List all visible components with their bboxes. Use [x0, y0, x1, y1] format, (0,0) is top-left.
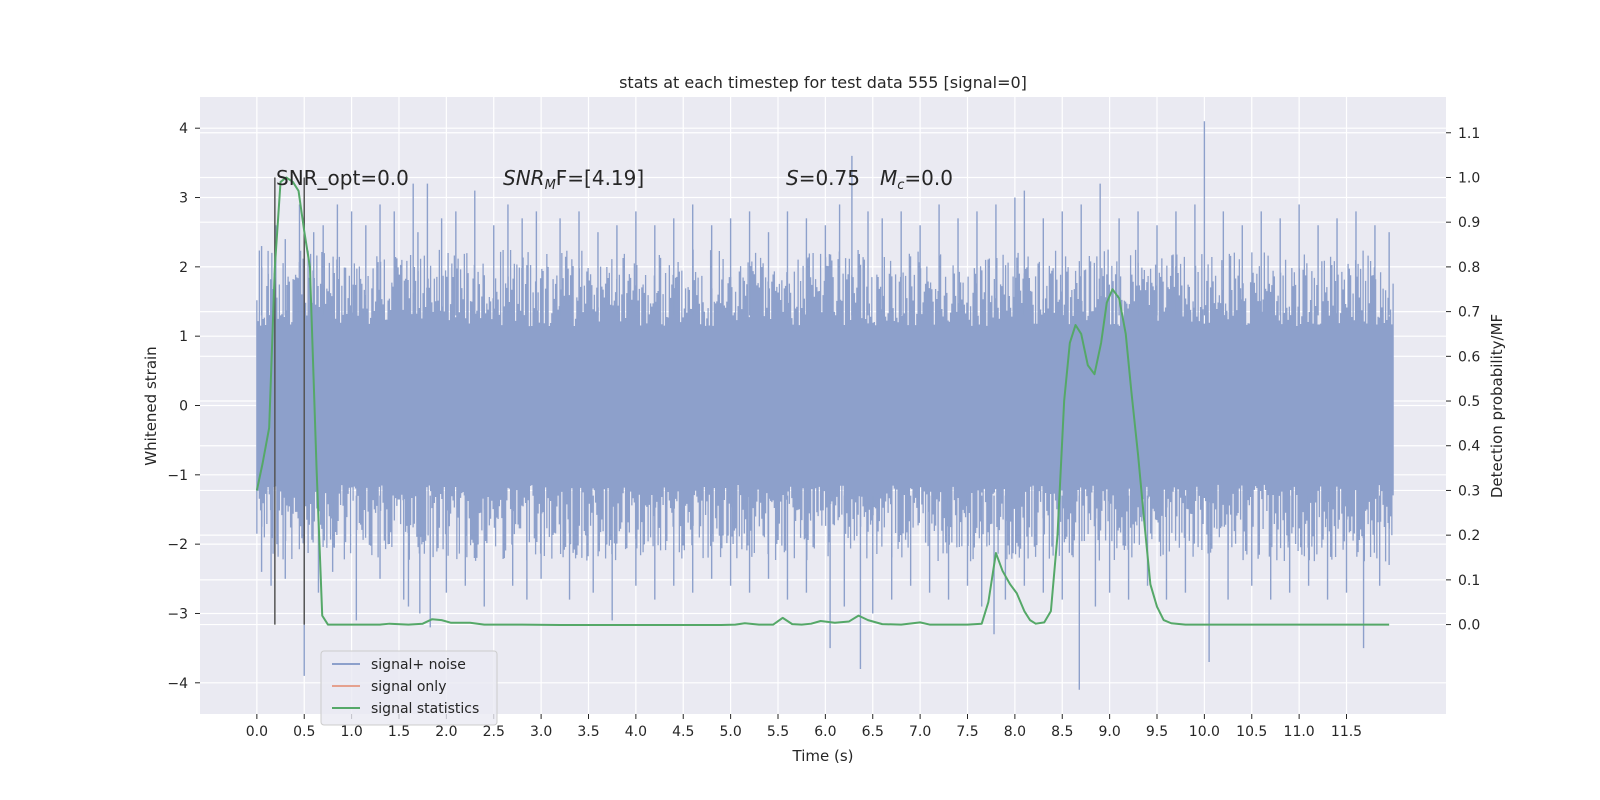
annotation-snr-mf-sub: M — [545, 178, 556, 193]
x-tick-label: 0.0 — [246, 724, 268, 740]
legend-label-signal-only: signal only — [371, 679, 446, 695]
x-tick-label: 4.0 — [625, 724, 647, 740]
legend-label-signal-plus-noise: signal+ noise — [371, 657, 466, 673]
y2-tick-label: 0.6 — [1458, 349, 1480, 365]
y2-tick-label: 0.2 — [1458, 528, 1480, 544]
x-tick-label: 5.0 — [719, 724, 741, 740]
legend: signal+ noise signal only signal statist… — [320, 650, 498, 726]
x-tick-label: 11.5 — [1331, 724, 1362, 740]
annotation-snr-mf: SNRMF=[4.19] — [503, 166, 644, 193]
x-tick-label: 1.5 — [388, 724, 410, 740]
x-tick-label: 9.5 — [1146, 724, 1168, 740]
y-tick-label: 3 — [179, 191, 188, 207]
signal-statistics-line — [255, 176, 1390, 627]
y-tick-label: −1 — [167, 468, 188, 484]
y-axis-ticks: 4 3 2 1 0 −1 −2 −3 −4 — [167, 121, 200, 692]
y2-tick-label: 0.1 — [1458, 573, 1480, 589]
y2-tick-label: 0.4 — [1458, 439, 1480, 455]
x-tick-label: 9.0 — [1098, 724, 1120, 740]
x-tick-label: 11.0 — [1284, 724, 1315, 740]
annotation-snr-opt: SNR_opt=0.0 — [276, 166, 409, 190]
y-tick-label: 1 — [179, 329, 188, 345]
legend-label-signal-statistics: signal statistics — [371, 701, 479, 717]
y2-tick-label: 0.0 — [1458, 618, 1480, 634]
annotation-mc-sub: c — [897, 178, 904, 193]
x-axis-ticks: 0.0 0.5 1.0 1.5 2.0 2.5 3.0 3.5 4.0 4.5 5.0 5.5 6.0 6… — [246, 714, 1362, 740]
annotation-mc-var: M — [880, 166, 897, 190]
y2-axis-label: Detection probability/MF — [1488, 314, 1506, 498]
x-tick-label: 0.5 — [293, 724, 315, 740]
y-tick-label: −2 — [167, 537, 188, 553]
x-tick-label: 10.5 — [1236, 724, 1267, 740]
y-tick-label: −3 — [167, 606, 188, 622]
y2-tick-label: 1.1 — [1458, 126, 1480, 142]
annotation-snr-mf-main: SNR — [503, 166, 545, 190]
annotation-snr-mf-rest: F=[4.19] — [556, 166, 644, 190]
x-tick-label: 10.0 — [1189, 724, 1220, 740]
x-tick-label: 1.0 — [340, 724, 362, 740]
legend-box — [320, 650, 498, 726]
y2-tick-label: 0.7 — [1458, 305, 1480, 321]
x-tick-label: 3.5 — [577, 724, 599, 740]
annotation-mc-value: =0.0 — [904, 166, 953, 190]
annotation-s-value: =0.75 — [799, 166, 860, 190]
y2-tick-label: 1.0 — [1458, 170, 1480, 186]
x-tick-label: 7.0 — [909, 724, 931, 740]
x-tick-label: 8.5 — [1051, 724, 1073, 740]
annotation-s-var: S — [786, 166, 799, 190]
y-tick-label: 2 — [179, 260, 188, 276]
y-tick-label: −4 — [167, 676, 188, 692]
x-tick-label: 6.5 — [862, 724, 884, 740]
y2-tick-label: 0.3 — [1458, 483, 1480, 499]
y2-axis-ticks: 1.1 1.0 0.9 0.8 0.7 0.6 0.5 0.4 0.3 0.2 0.1 0.0 — [1446, 126, 1480, 634]
series-signal-statistics — [255, 176, 1390, 627]
noise-band-core — [256, 249, 1394, 562]
x-tick-label: 2.0 — [435, 724, 457, 740]
x-axis-label: Time (s) — [792, 747, 854, 765]
annotation-mc: Mc=0.0 — [880, 166, 953, 193]
x-tick-label: 2.5 — [483, 724, 505, 740]
y-tick-label: 4 — [179, 121, 188, 137]
x-tick-label: 6.0 — [814, 724, 836, 740]
x-tick-label: 3.0 — [530, 724, 552, 740]
x-tick-label: 7.5 — [956, 724, 978, 740]
annotation-s: S=0.75 — [786, 166, 860, 190]
x-tick-label: 4.5 — [672, 724, 694, 740]
x-tick-label: 8.0 — [1004, 724, 1026, 740]
y2-tick-label: 0.9 — [1458, 215, 1480, 231]
y2-tick-label: 0.8 — [1458, 260, 1480, 276]
y-axis-label: Whitened strain — [142, 346, 160, 465]
y2-tick-label: 0.5 — [1458, 394, 1480, 410]
chart-title: stats at each timestep for test data 555… — [619, 73, 1027, 92]
x-tick-label: 5.5 — [767, 724, 789, 740]
y-tick-label: 0 — [179, 399, 188, 415]
